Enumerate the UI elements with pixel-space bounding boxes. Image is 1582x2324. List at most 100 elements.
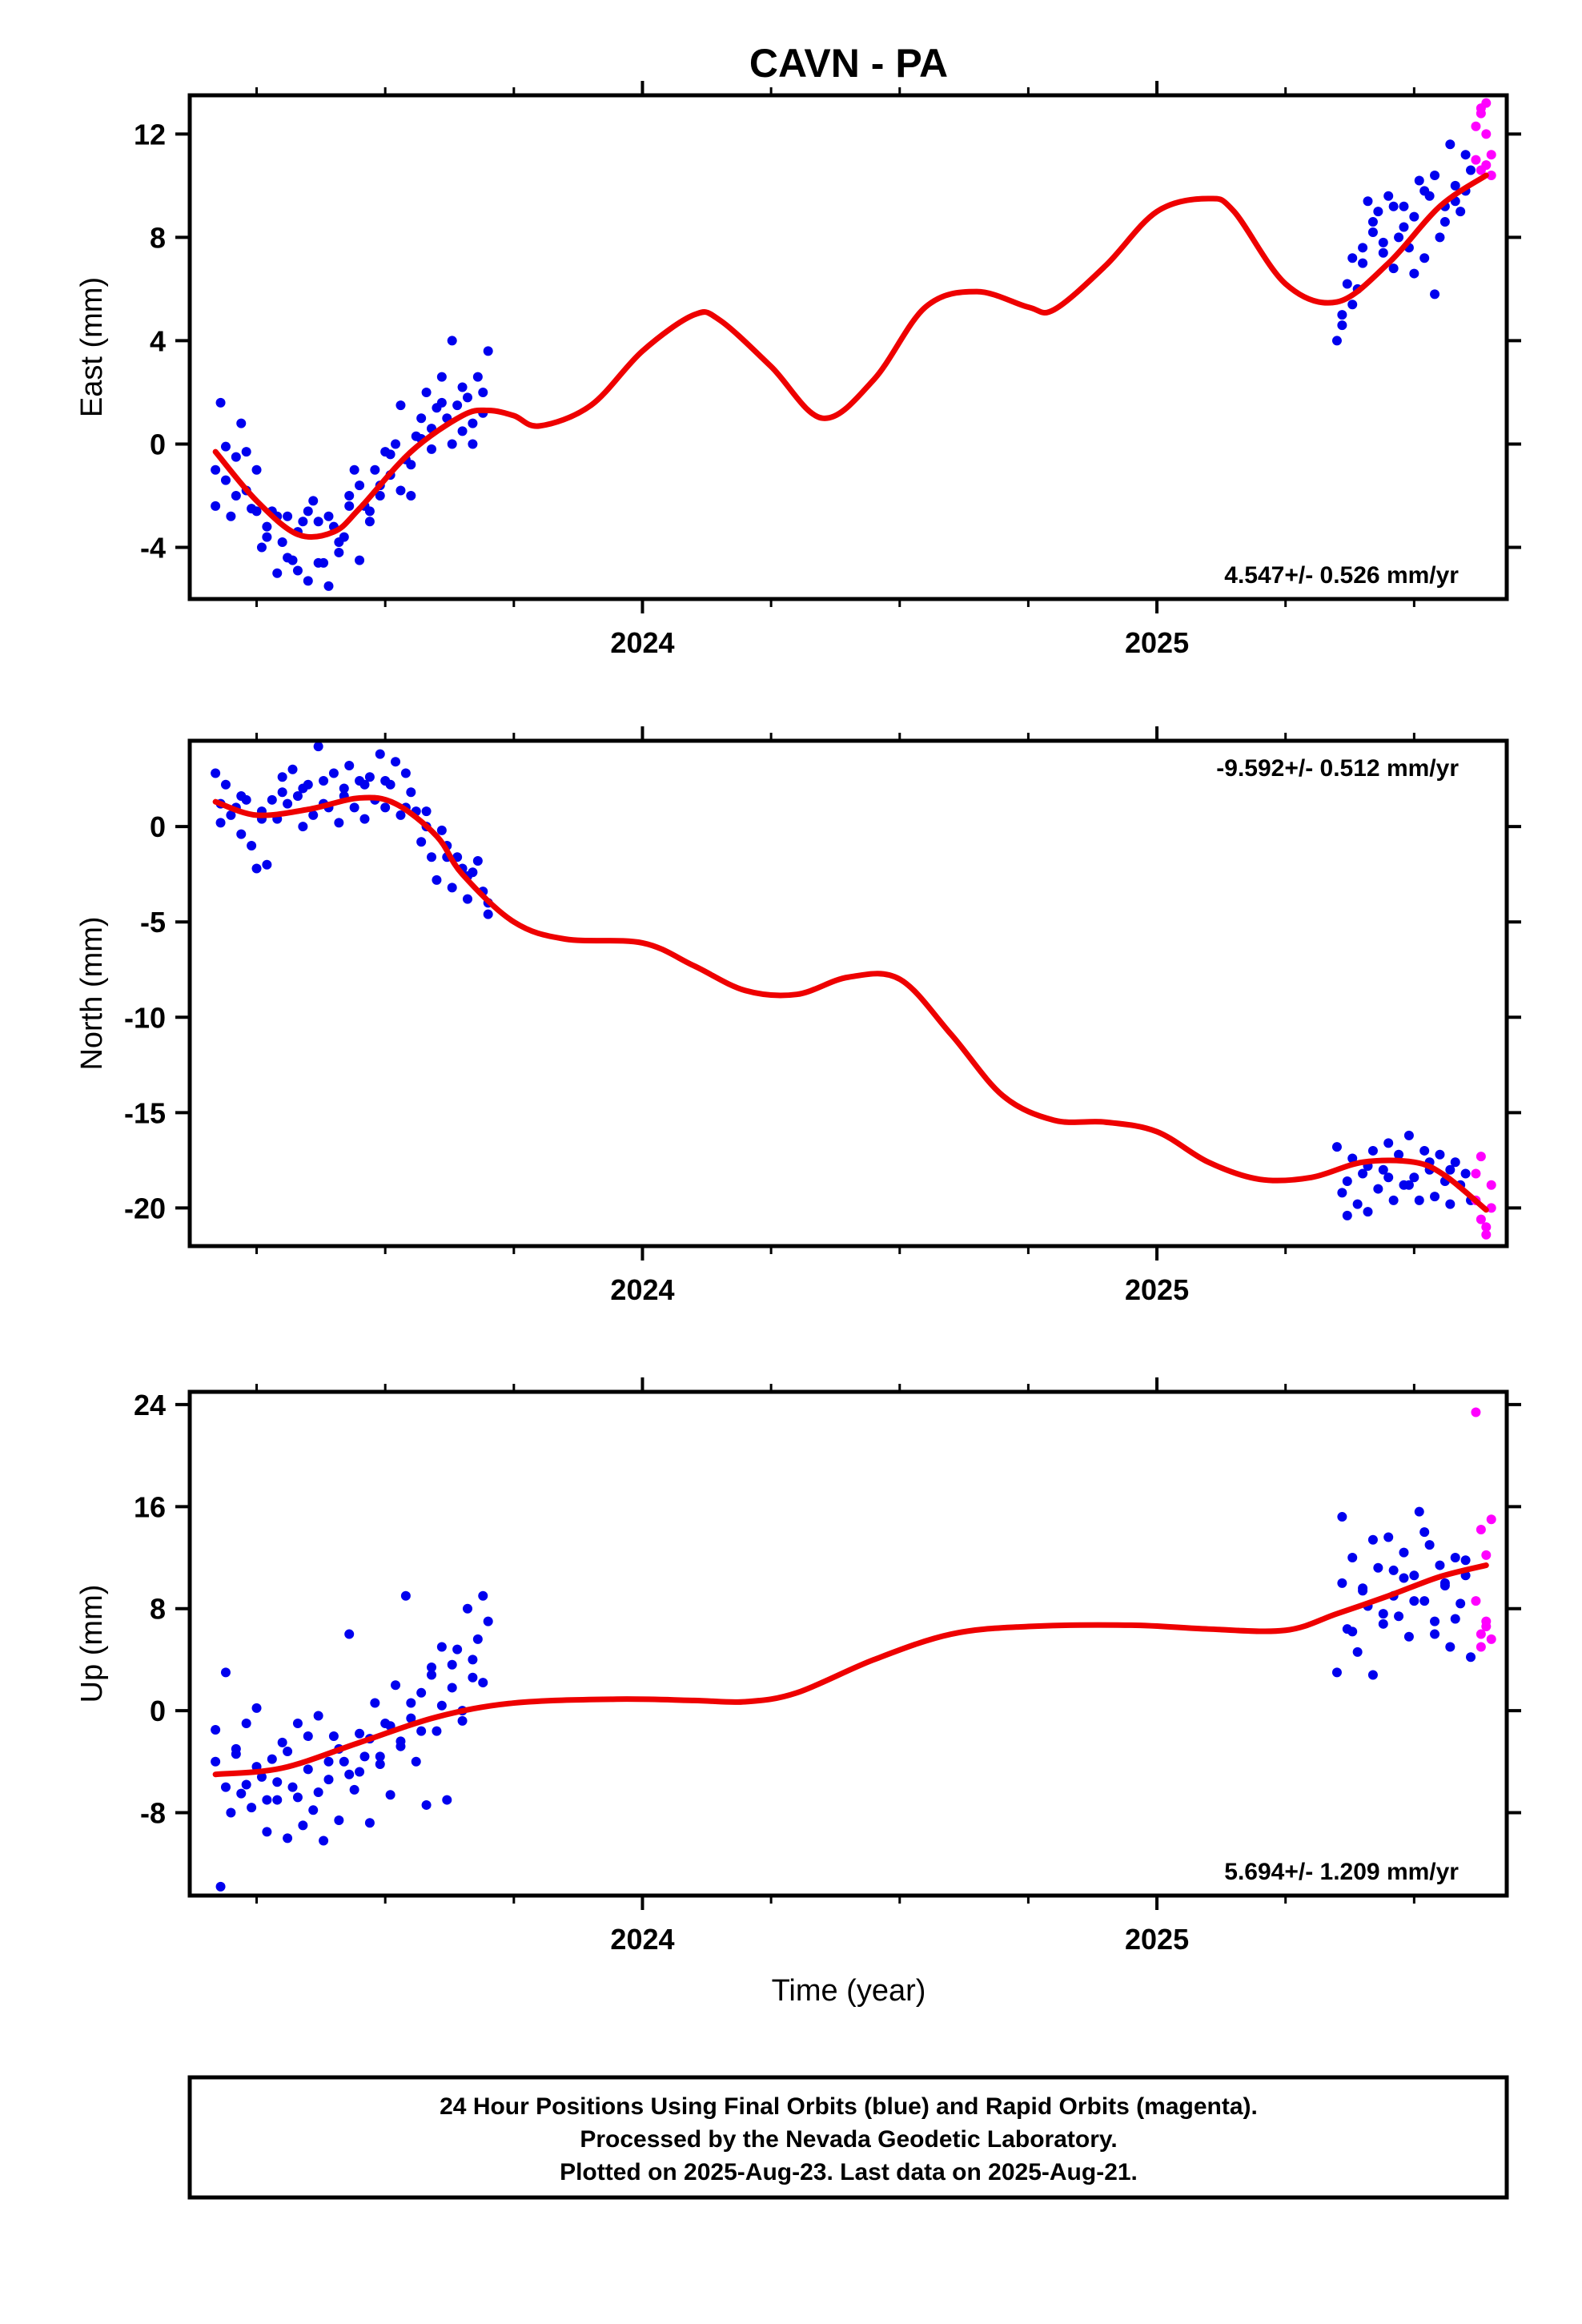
east-final-orbit-point (364, 517, 375, 527)
figure-title: CAVN - PA (749, 41, 948, 86)
east-final-orbit-point (355, 555, 365, 565)
east-final-orbit-point (1460, 150, 1471, 160)
north-final-orbit-point (1450, 1157, 1460, 1168)
up-final-orbit-point (442, 1795, 452, 1805)
up-final-orbit-point (323, 1756, 334, 1767)
up-final-orbit-point (427, 1670, 437, 1680)
up-final-orbit-point (472, 1634, 483, 1644)
north-final-orbit-point (1367, 1145, 1378, 1156)
up-rapid-orbit-point (1476, 1629, 1486, 1639)
north-final-orbit-point (436, 825, 447, 835)
up-final-orbit-point (323, 1775, 334, 1785)
east-final-orbit-point (1367, 227, 1378, 237)
up-final-orbit-point (1450, 1553, 1460, 1563)
up-ytick-label: 8 (150, 1593, 166, 1626)
up-final-orbit-point (339, 1756, 349, 1767)
east-final-orbit-point (457, 382, 468, 392)
up-final-orbit-point (375, 1751, 385, 1762)
up-final-orbit-point (1460, 1555, 1471, 1566)
up-final-orbit-point (375, 1759, 385, 1769)
up-final-orbit-point (359, 1751, 370, 1762)
north-final-orbit-point (1403, 1130, 1414, 1140)
east-final-orbit-point (1358, 243, 1368, 253)
up-final-orbit-point (370, 1698, 380, 1708)
east-final-orbit-point (478, 387, 488, 397)
east-final-orbit-point (452, 400, 463, 411)
up-final-orbit-point (1430, 1616, 1440, 1626)
up-final-orbit-point (1409, 1596, 1419, 1606)
east-final-orbit-point (1430, 170, 1440, 180)
east-final-orbit-point (211, 501, 221, 511)
north-final-orbit-point (334, 818, 344, 828)
north-final-orbit-point (1331, 1142, 1342, 1152)
up-final-orbit-point (1435, 1560, 1445, 1570)
east-model-curve (212, 172, 1489, 541)
up-rapid-orbit-point (1481, 1550, 1492, 1560)
east-final-orbit-point (1450, 180, 1460, 191)
up-final-orbit-point (277, 1737, 287, 1747)
east-final-orbit-point (1445, 139, 1456, 150)
north-final-orbit-point (1388, 1195, 1399, 1205)
up-final-orbit-point (328, 1731, 339, 1741)
east-final-orbit-point (256, 542, 267, 553)
east-final-orbit-point (272, 568, 283, 578)
east-final-orbit-point (375, 490, 385, 501)
east-rapid-orbit-point (1481, 160, 1492, 171)
north-ytick-label: -10 (124, 1001, 166, 1034)
north-final-orbit-point (277, 772, 287, 782)
east-final-orbit-point (1373, 207, 1383, 217)
up-rapid-orbit-point (1481, 1616, 1492, 1626)
up-final-orbit-point (1373, 1562, 1383, 1573)
up-final-orbit-point (267, 1754, 277, 1764)
east-final-orbit-point (1409, 211, 1419, 222)
east-final-orbit-point (1378, 237, 1388, 247)
north-ytick-label: 0 (150, 810, 166, 843)
up-final-orbit-point (468, 1672, 478, 1683)
east-final-orbit-point (1358, 258, 1368, 268)
up-final-orbit-point (231, 1743, 241, 1754)
north-final-orbit-point (432, 875, 442, 885)
east-final-orbit-point (1456, 207, 1466, 217)
east-final-orbit-point (251, 464, 262, 475)
north-final-orbit-point (1342, 1176, 1352, 1187)
up-final-orbit-point (211, 1756, 221, 1767)
east-final-orbit-point (1399, 201, 1409, 211)
east-plot-frame (187, 93, 1509, 601)
up-final-orbit-point (334, 1815, 344, 1826)
up-final-orbit-point (452, 1644, 463, 1655)
north-rapid-orbit-point (1486, 1180, 1496, 1190)
up-final-orbit-point (1399, 1547, 1409, 1558)
east-final-orbit-point (1394, 232, 1404, 243)
north-final-orbit-point (267, 794, 277, 805)
east-xtick-label: 2024 (610, 626, 674, 659)
north-final-orbit-point (400, 768, 411, 778)
east-final-orbit-point (1331, 336, 1342, 346)
up-final-orbit-point (396, 1736, 406, 1747)
north-ytick-label: -15 (124, 1096, 166, 1129)
east-final-orbit-point (370, 464, 380, 475)
footer-line-3: Plotted on 2025-Aug-23. Last data on 202… (560, 2159, 1138, 2185)
east-rapid-orbit-point (1476, 103, 1486, 114)
up-xtick-label: 2024 (610, 1923, 674, 1956)
north-final-orbit-point (292, 791, 303, 802)
east-final-orbit-point (1409, 268, 1419, 279)
up-final-orbit-point (319, 1835, 329, 1846)
up-final-orbit-point (1399, 1573, 1409, 1583)
up-final-orbit-point (220, 1667, 231, 1678)
east-ytick-label: 8 (150, 221, 166, 254)
up-rate-label: 5.694+/- 1.209 mm/yr (1224, 1859, 1459, 1885)
north-final-orbit-point (344, 760, 355, 770)
east-ytick-label: 12 (134, 118, 166, 151)
east-final-orbit-point (262, 532, 272, 542)
east-final-orbit-point (447, 336, 457, 346)
up-final-orbit-point (1347, 1553, 1358, 1563)
footer-line-1: 24 Hour Positions Using Final Orbits (bl… (440, 2093, 1258, 2120)
east-final-orbit-point (483, 346, 493, 356)
up-final-orbit-point (411, 1756, 421, 1767)
east-final-orbit-point (391, 439, 401, 449)
up-final-orbit-point (355, 1728, 365, 1739)
up-final-orbit-point (1358, 1586, 1368, 1596)
north-final-orbit-point (472, 856, 483, 866)
up-final-orbit-point (416, 1726, 427, 1736)
